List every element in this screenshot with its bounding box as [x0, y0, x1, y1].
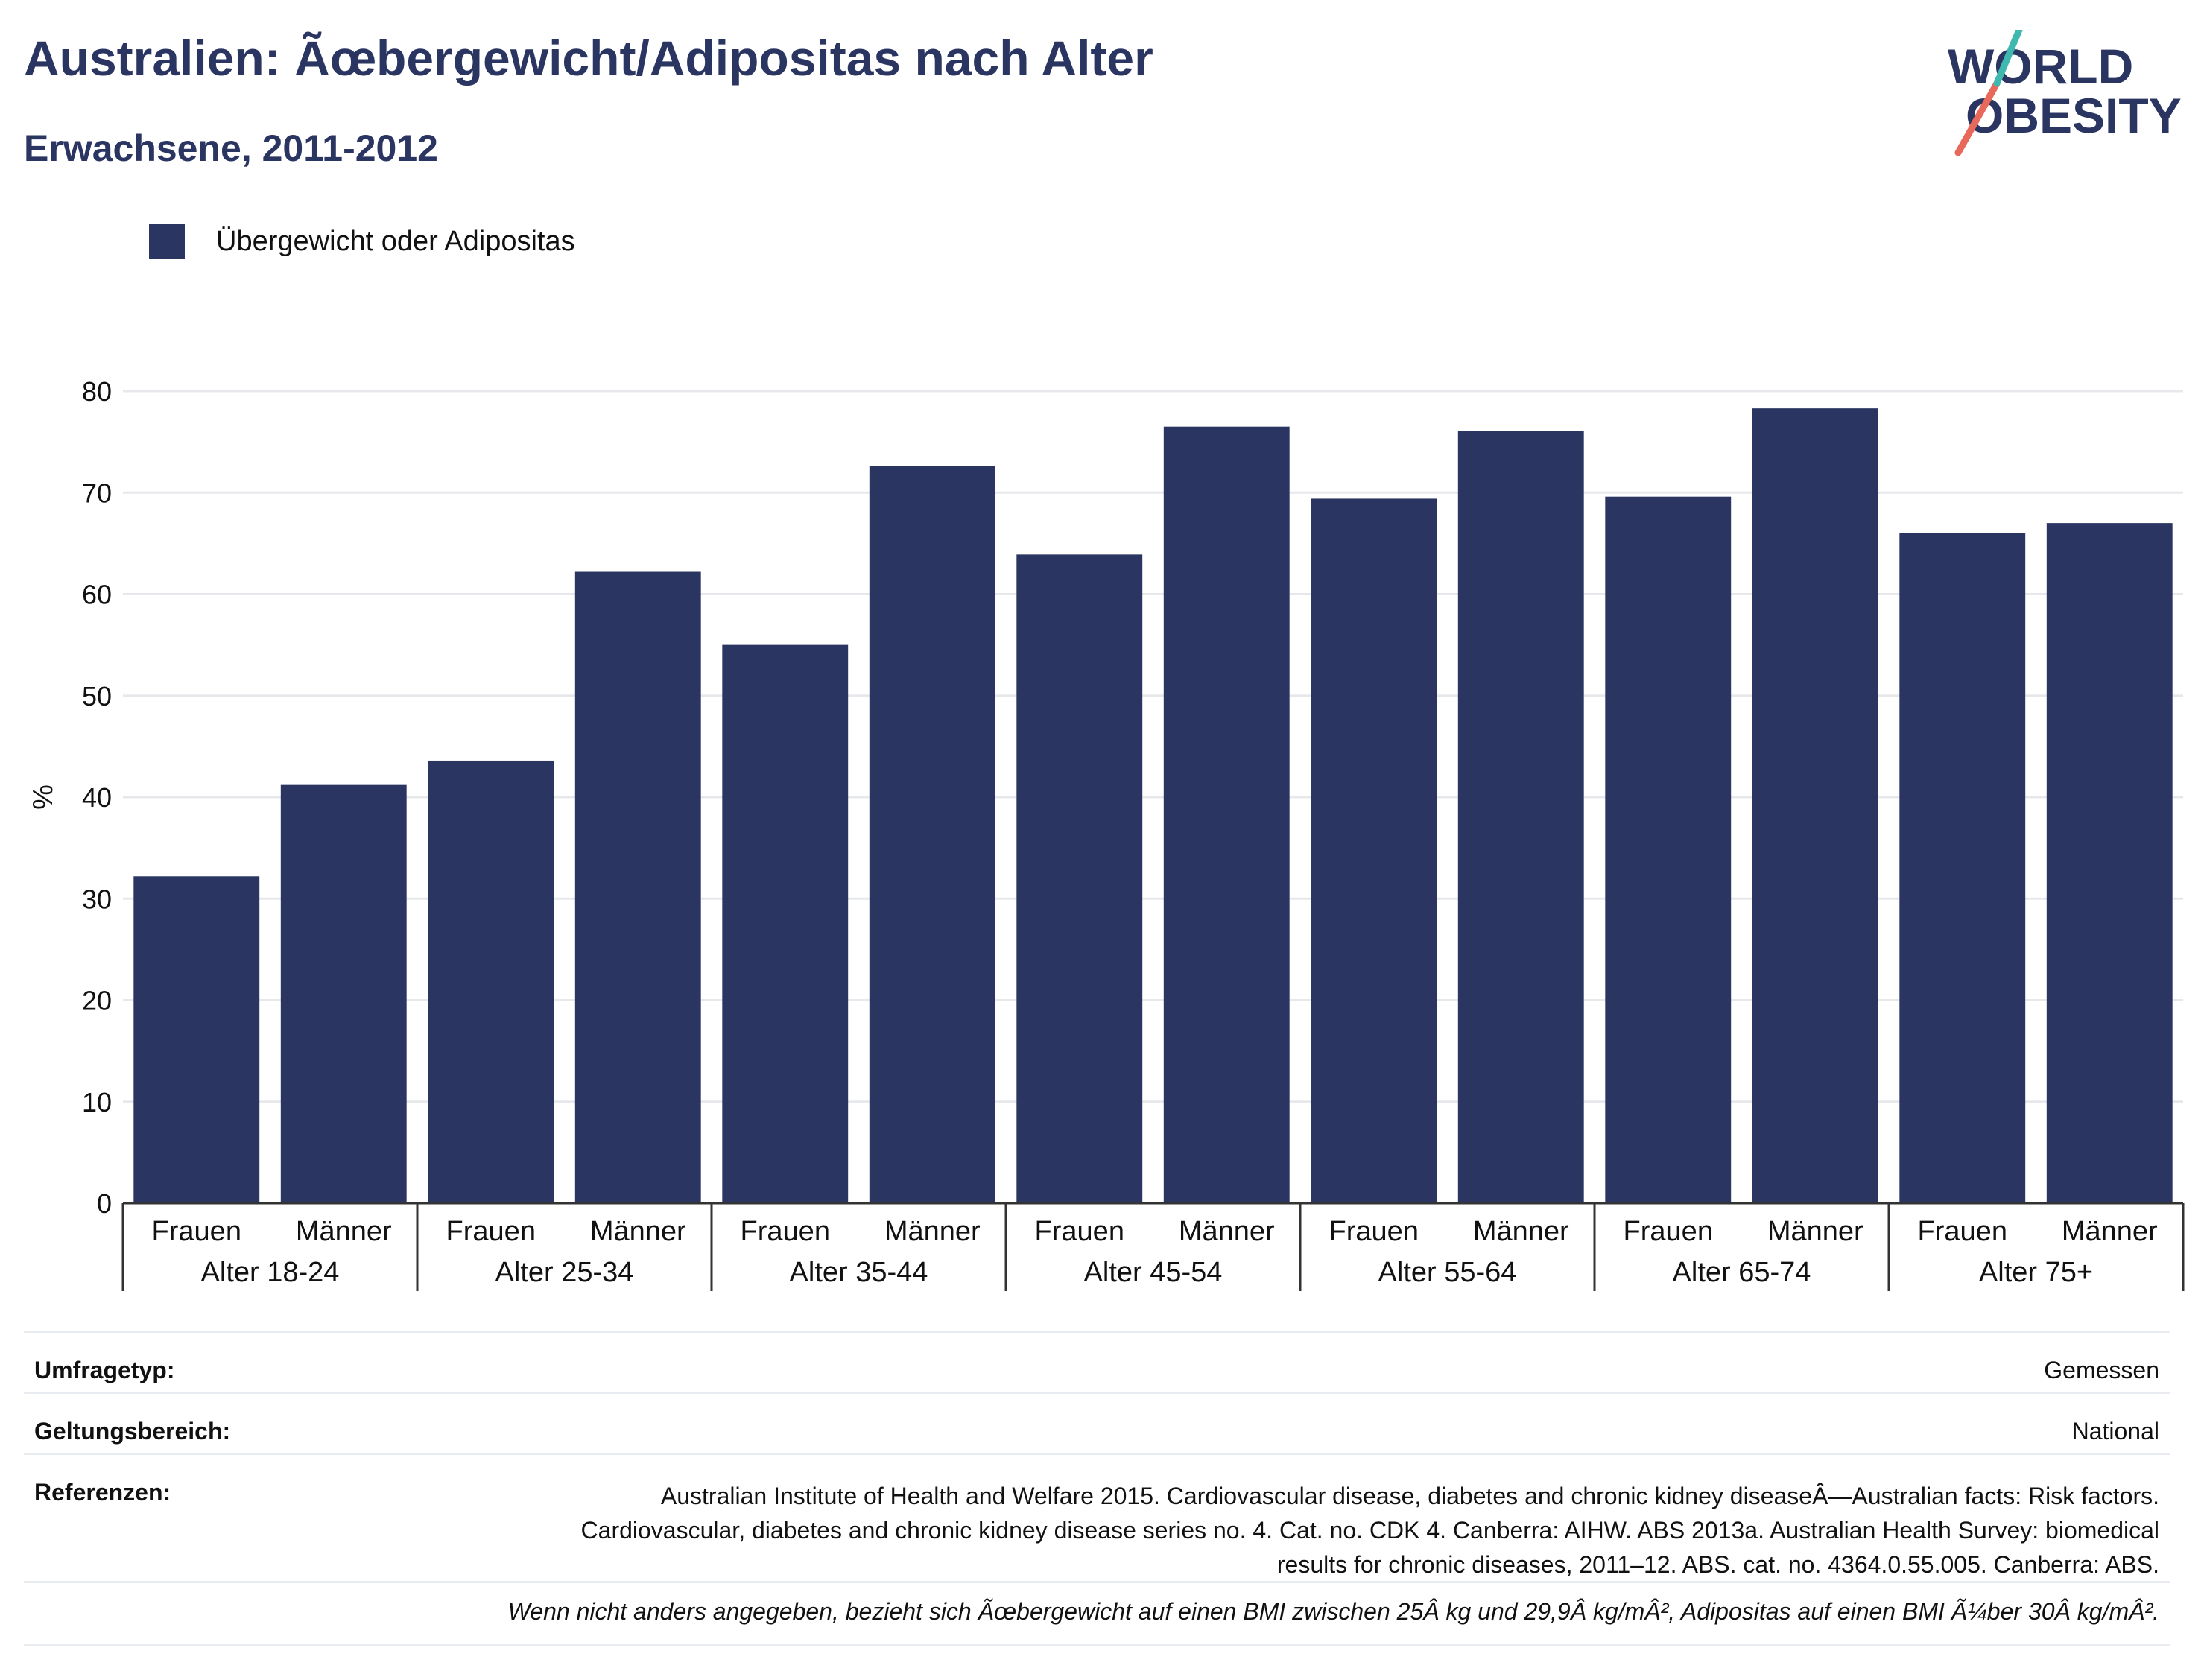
world-obesity-logo: WORLD OBESITY — [1948, 30, 2182, 156]
y-tick-label: 0 — [97, 1188, 112, 1219]
x-category-label: Männer — [1767, 1216, 1863, 1247]
bar — [1163, 426, 1290, 1203]
y-tick-label: 10 — [82, 1087, 112, 1118]
survey-type-label: Umfragetyp: — [34, 1357, 175, 1383]
chart-title: Australien: Ãœbergewicht/Adipositas nach… — [24, 31, 1153, 86]
footnote: Wenn nicht anders angegeben, bezieht sic… — [507, 1598, 2159, 1625]
x-category-label: Männer — [296, 1216, 392, 1247]
logo-slash-teal — [1993, 30, 2023, 87]
scope-label: Geltungsbereich: — [34, 1418, 231, 1445]
x-category-label: Frauen — [446, 1216, 536, 1247]
logo-slash-red — [1954, 80, 2001, 156]
bar-chart: 0 10 20 30 40 50 60 70 80% Frauen Männer Alter 18-2… — [28, 376, 2185, 1291]
bar — [428, 760, 554, 1203]
logo-line2: OBESITY — [1966, 88, 2182, 143]
footnote-row: Wenn nicht anders angegeben, bezieht sic… — [24, 1581, 2170, 1646]
x-category-label: Frauen — [1918, 1216, 2007, 1247]
legend: Übergewicht oder Adipositas — [149, 224, 575, 259]
bar — [574, 571, 701, 1203]
y-tick-label: 80 — [82, 376, 112, 407]
x-category-label: Frauen — [1329, 1216, 1419, 1247]
y-tick-label: 30 — [82, 884, 112, 914]
x-category-label: Männer — [2062, 1216, 2158, 1247]
x-group-label: Alter 25-34 — [495, 1257, 634, 1288]
x-group-label: Alter 35-44 — [790, 1257, 928, 1288]
legend-label: Übergewicht oder Adipositas — [216, 225, 575, 257]
x-category-label: Männer — [590, 1216, 686, 1247]
bar — [1016, 554, 1143, 1203]
y-tick-label: 70 — [82, 478, 112, 508]
x-category-label: Männer — [1473, 1216, 1569, 1247]
bar — [1457, 431, 1584, 1204]
x-category-label: Frauen — [741, 1216, 830, 1247]
bar — [1605, 496, 1732, 1203]
y-tick-label: 20 — [82, 986, 112, 1016]
x-group-label: Alter 55-64 — [1378, 1257, 1517, 1288]
x-category-label: Männer — [1179, 1216, 1275, 1247]
y-axis-label: % — [28, 784, 59, 810]
x-category-label: Frauen — [152, 1216, 241, 1247]
y-tick-label: 60 — [82, 580, 112, 610]
chart-subtitle: Erwachsene, 2011-2012 — [24, 127, 438, 169]
bar — [280, 784, 407, 1203]
x-category-label: Männer — [884, 1216, 981, 1247]
x-group-label: Alter 75+ — [1979, 1257, 2093, 1288]
legend-swatch — [149, 224, 185, 259]
scope-value: National — [2071, 1418, 2159, 1445]
bar — [1752, 408, 1878, 1203]
survey-type-value: Gemessen — [2044, 1357, 2159, 1383]
bar — [869, 466, 995, 1203]
logo-line1: WORLD — [1948, 39, 2133, 94]
y-tick-label: 40 — [82, 782, 112, 813]
y-tick-label: 50 — [82, 681, 112, 711]
x-group-label: Alter 65-74 — [1673, 1257, 1811, 1288]
x-category-label: Frauen — [1624, 1216, 1713, 1247]
x-category-label: Frauen — [1035, 1216, 1124, 1247]
references-row: Referenzen: Australian Institute of Heal… — [24, 1453, 2170, 1583]
bar — [1899, 533, 2026, 1203]
references-label: Referenzen: — [34, 1479, 171, 1506]
survey-type-row: Umfragetyp: Gemessen — [24, 1331, 2170, 1394]
bar — [1311, 498, 1437, 1203]
bar — [2046, 523, 2173, 1203]
scope-row: Geltungsbereich: National — [24, 1392, 2170, 1455]
x-group-label: Alter 18-24 — [201, 1257, 340, 1288]
references-value: Australian Institute of Health and Welfa… — [580, 1483, 2159, 1578]
bar — [722, 644, 849, 1203]
x-group-label: Alter 45-54 — [1084, 1257, 1223, 1288]
bar — [133, 876, 260, 1203]
